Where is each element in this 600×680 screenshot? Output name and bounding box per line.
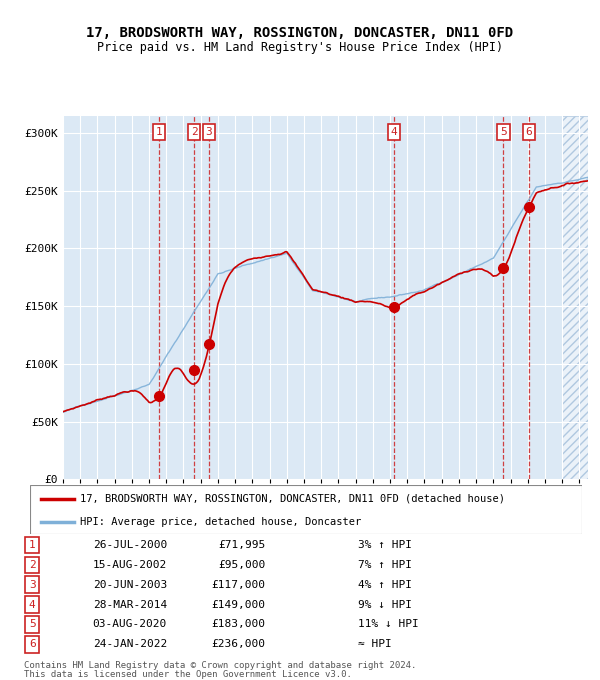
Text: 4: 4 — [391, 127, 398, 137]
Text: 4: 4 — [29, 600, 35, 609]
Bar — [562, 116, 588, 479]
Text: £95,000: £95,000 — [218, 560, 265, 570]
Text: 11% ↓ HPI: 11% ↓ HPI — [358, 619, 418, 630]
Text: 17, BRODSWORTH WAY, ROSSINGTON, DONCASTER, DN11 0FD: 17, BRODSWORTH WAY, ROSSINGTON, DONCASTE… — [86, 26, 514, 39]
Text: 20-JUN-2003: 20-JUN-2003 — [92, 580, 167, 590]
Text: £183,000: £183,000 — [211, 619, 265, 630]
Bar — [562, 116, 588, 479]
Text: 5: 5 — [29, 619, 35, 630]
Text: £149,000: £149,000 — [211, 600, 265, 609]
Text: 28-MAR-2014: 28-MAR-2014 — [92, 600, 167, 609]
Text: 2: 2 — [191, 127, 197, 137]
Text: 7% ↑ HPI: 7% ↑ HPI — [358, 560, 412, 570]
Text: 3: 3 — [29, 580, 35, 590]
Text: HPI: Average price, detached house, Doncaster: HPI: Average price, detached house, Donc… — [80, 517, 361, 526]
Text: 1: 1 — [29, 540, 35, 550]
Text: 3: 3 — [205, 127, 212, 137]
FancyBboxPatch shape — [30, 485, 582, 534]
Text: 26-JUL-2000: 26-JUL-2000 — [92, 540, 167, 550]
Text: £117,000: £117,000 — [211, 580, 265, 590]
Text: This data is licensed under the Open Government Licence v3.0.: This data is licensed under the Open Gov… — [24, 670, 352, 679]
Text: 4% ↑ HPI: 4% ↑ HPI — [358, 580, 412, 590]
Text: 6: 6 — [526, 127, 532, 137]
Text: £71,995: £71,995 — [218, 540, 265, 550]
Text: 2: 2 — [29, 560, 35, 570]
Text: 5: 5 — [500, 127, 507, 137]
Text: 03-AUG-2020: 03-AUG-2020 — [92, 619, 167, 630]
Text: £236,000: £236,000 — [211, 639, 265, 649]
Text: ≈ HPI: ≈ HPI — [358, 639, 391, 649]
Text: 17, BRODSWORTH WAY, ROSSINGTON, DONCASTER, DN11 0FD (detached house): 17, BRODSWORTH WAY, ROSSINGTON, DONCASTE… — [80, 494, 505, 504]
Text: Price paid vs. HM Land Registry's House Price Index (HPI): Price paid vs. HM Land Registry's House … — [97, 41, 503, 54]
Text: Contains HM Land Registry data © Crown copyright and database right 2024.: Contains HM Land Registry data © Crown c… — [24, 660, 416, 670]
Text: 6: 6 — [29, 639, 35, 649]
Text: 15-AUG-2002: 15-AUG-2002 — [92, 560, 167, 570]
Text: 3% ↑ HPI: 3% ↑ HPI — [358, 540, 412, 550]
Text: 1: 1 — [155, 127, 162, 137]
Text: 9% ↓ HPI: 9% ↓ HPI — [358, 600, 412, 609]
Text: 24-JAN-2022: 24-JAN-2022 — [92, 639, 167, 649]
